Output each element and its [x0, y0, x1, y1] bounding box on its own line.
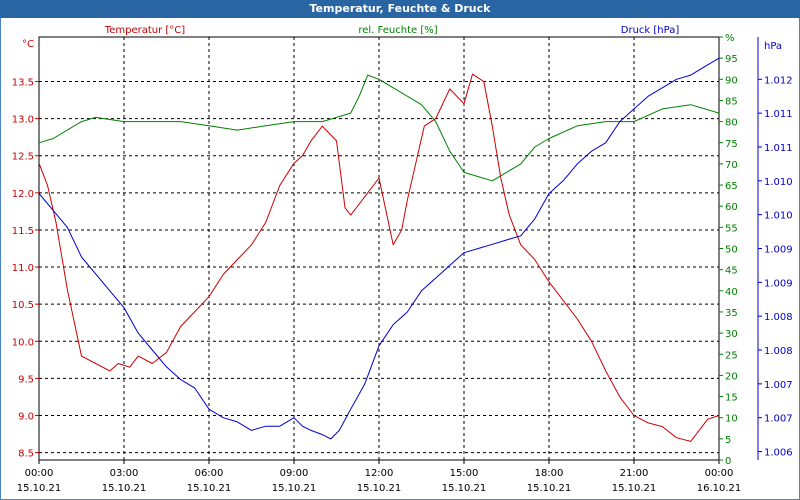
x-tick-label-time: 21:00	[620, 468, 649, 479]
x-tick-label-time: 09:00	[280, 468, 309, 479]
legend-label: Temperatur [°C]	[104, 25, 185, 36]
temperature-tick-label: 9.5	[18, 374, 34, 385]
humidity-tick-label: %	[725, 33, 735, 44]
humidity-tick-label: 50	[725, 245, 738, 256]
humidity-tick-label: 35	[725, 308, 738, 319]
temperature-tick-label: 13.0	[12, 115, 34, 126]
pressure-tick-label: 1.009	[764, 278, 793, 289]
pressure-tick-label: 1.008	[764, 346, 793, 357]
x-tick-label-date: 15.10.21	[527, 483, 572, 494]
temperature-tick-label: 11.5	[12, 226, 34, 237]
pressure-tick-label: 1.007	[764, 414, 793, 425]
temperature-tick-label: 11.0	[12, 263, 34, 274]
pressure-tick-label: 1.007	[764, 380, 793, 391]
legend-label: Druck [hPa]	[621, 25, 680, 36]
pressure-tick-label: 1.010	[764, 211, 793, 222]
pressure-tick-label: 1.009	[764, 245, 793, 256]
x-tick-label-time: 00:00	[705, 468, 734, 479]
humidity-tick-label: 25	[725, 350, 738, 361]
temperature-unit-label: °C	[22, 39, 34, 50]
x-tick-label-date: 15.10.21	[357, 483, 402, 494]
humidity-tick-label: 0	[725, 456, 731, 467]
pressure-tick-label: 1.006	[764, 448, 793, 459]
x-tick-label-date: 15.10.21	[272, 483, 317, 494]
humidity-tick-label: 75	[725, 139, 738, 150]
temperature-tick-label: 13.5	[12, 78, 34, 89]
series-line	[38, 73, 720, 442]
humidity-tick-label: 95	[725, 54, 738, 65]
pressure-tick-label: 1.010	[764, 177, 793, 188]
series-lines	[38, 57, 720, 442]
pressure-tick-label: 1.012	[764, 75, 793, 86]
pressure-tick-label: 1.011	[764, 143, 793, 154]
humidity-tick-label: 80	[725, 118, 738, 129]
humidity-tick-label: 65	[725, 181, 738, 192]
x-tick-label-time: 00:00	[25, 468, 54, 479]
x-tick-label-date: 15.10.21	[17, 483, 62, 494]
humidity-tick-label: 30	[725, 329, 738, 340]
humidity-tick-label: 45	[725, 266, 738, 277]
pressure-tick-label: 1.008	[764, 312, 793, 323]
axis-labels: 00:00 15.10.21 03:00 15.10.21 06:00 15.10.21 0…	[12, 25, 793, 494]
axes	[35, 36, 762, 464]
x-tick-label-date: 15.10.21	[187, 483, 232, 494]
humidity-tick-label: 10	[725, 414, 738, 425]
humidity-tick-label: 15	[725, 393, 738, 404]
x-tick-label-date: 15.10.21	[612, 483, 657, 494]
humidity-tick-label: 90	[725, 75, 738, 86]
x-tick-label-date: 15.10.21	[102, 483, 147, 494]
x-tick-label-time: 03:00	[110, 468, 139, 479]
x-tick-label-time: 18:00	[535, 468, 564, 479]
humidity-tick-label: 55	[725, 223, 738, 234]
temperature-tick-label: 8.5	[18, 449, 34, 460]
humidity-tick-label: 70	[725, 160, 738, 171]
grid-lines	[39, 37, 719, 460]
series-line	[38, 74, 720, 182]
temperature-tick-label: 9.0	[18, 411, 34, 422]
pressure-tick-label: 1.011	[764, 109, 793, 120]
legend-label: rel. Feuchte [%]	[358, 25, 437, 36]
temperature-tick-label: 12.0	[12, 189, 34, 200]
x-tick-label-date: 16.10.21	[697, 483, 742, 494]
temperature-tick-label: 12.5	[12, 152, 34, 163]
x-tick-label-time: 15:00	[450, 468, 479, 479]
pressure-unit-label: hPa	[764, 41, 782, 52]
temperature-tick-label: 10.0	[12, 337, 34, 348]
humidity-tick-label: 60	[725, 202, 738, 213]
humidity-tick-label: 85	[725, 96, 738, 107]
humidity-tick-label: 5	[725, 435, 731, 446]
series-line	[38, 57, 720, 440]
temperature-tick-label: 10.5	[12, 300, 34, 311]
x-tick-label-time: 06:00	[195, 468, 224, 479]
humidity-tick-label: 40	[725, 287, 738, 298]
x-tick-label-date: 15.10.21	[442, 483, 487, 494]
x-tick-label-time: 12:00	[365, 468, 394, 479]
humidity-tick-label: 20	[725, 371, 738, 382]
window-title: Temperatur, Feuchte & Druck	[0, 0, 800, 18]
